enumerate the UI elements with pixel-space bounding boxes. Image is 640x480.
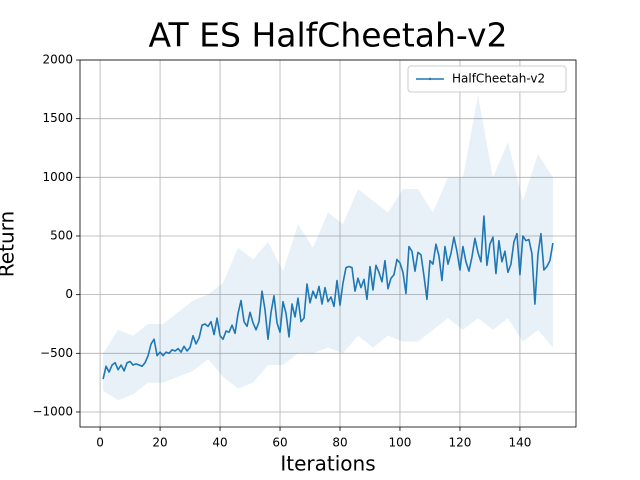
legend-marker [428,77,432,81]
grid [80,59,576,427]
chart-title: AT ES HalfCheetah-v2 [149,16,508,55]
x-tick-label: 0 [96,436,104,450]
y-tick-label: 500 [50,228,73,242]
y-tick-label: −1000 [32,404,73,418]
x-axis-label: Iterations [280,452,375,476]
y-tick-label: 2000 [42,53,73,67]
x-tick-label: 20 [152,436,167,450]
x-tick-label: 140 [508,436,531,450]
line [102,215,554,380]
x-tick-label: 80 [332,436,347,450]
y-tick-label: −500 [40,346,73,360]
legend-label: HalfCheetah-v2 [452,72,545,86]
x-tick-label: 120 [448,436,471,450]
axes-frame [79,59,577,428]
y-tick-label: 1000 [42,170,73,184]
y-tick-label: 1500 [42,111,73,125]
legend: HalfCheetah-v2 [407,65,567,93]
y-tick-label: 0 [65,287,73,301]
x-tick-label: 40 [212,436,227,450]
legend-box [407,65,567,93]
x-tick-label: 60 [272,436,287,450]
y-axis-label: Return [0,211,19,277]
x-tick-label: 100 [389,436,412,450]
